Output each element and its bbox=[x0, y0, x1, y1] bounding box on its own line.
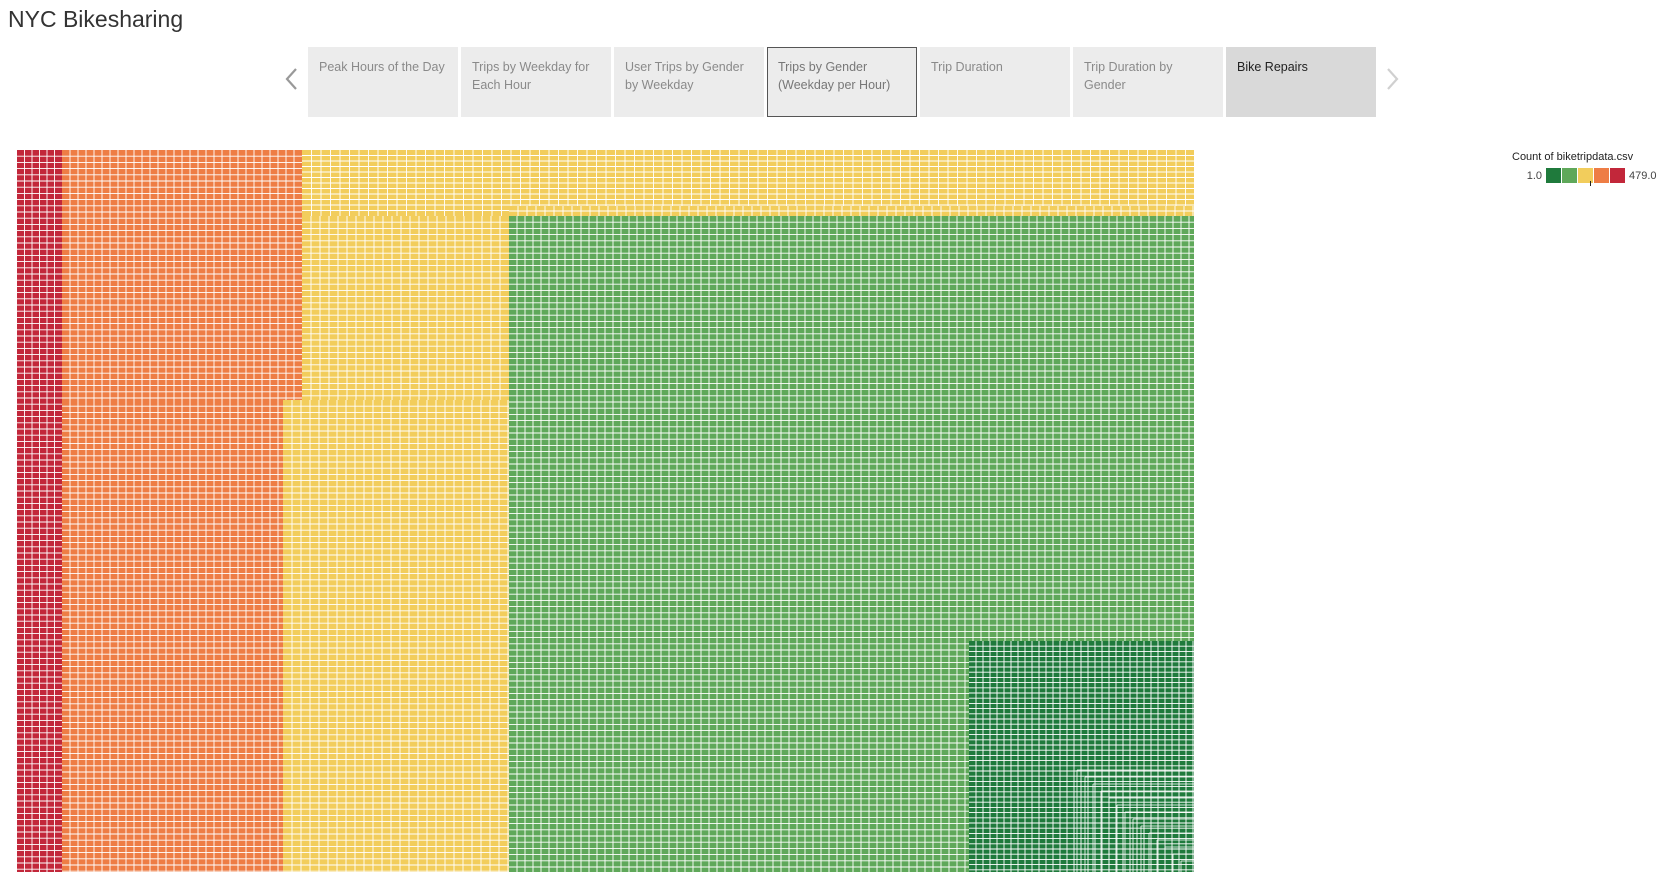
heatmap-fine-cells bbox=[1076, 769, 1194, 872]
legend-swatch-4 bbox=[1594, 168, 1609, 183]
page-title: NYC Bikesharing bbox=[8, 6, 184, 32]
legend-swatch-5 bbox=[1610, 168, 1625, 183]
legend-max-label: 479.0 bbox=[1629, 169, 1657, 182]
heatmap-region-orange[interactable] bbox=[62, 150, 302, 400]
legend-swatch-3 bbox=[1578, 168, 1593, 183]
heatmap-region-yellow-strip[interactable] bbox=[509, 206, 1194, 216]
color-legend: Count of biketripdata.csv 1.0 479.0 bbox=[1512, 151, 1678, 186]
tab-user-trips-gender-weekday[interactable]: User Trips by Gender by Weekday bbox=[614, 47, 764, 117]
legend-marker bbox=[1590, 181, 1591, 186]
legend-swatch-1 bbox=[1546, 168, 1561, 183]
heatmap-region-yellow-mid[interactable] bbox=[302, 216, 509, 400]
tab-trips-by-weekday-hour[interactable]: Trips by Weekday for Each Hour bbox=[461, 47, 611, 117]
tab-peak-hours[interactable]: Peak Hours of the Day bbox=[308, 47, 458, 117]
heatmap-region-yellow-top[interactable] bbox=[302, 150, 1194, 216]
chevron-right-icon[interactable] bbox=[1381, 66, 1403, 92]
bike-repairs-heatmap[interactable] bbox=[17, 150, 1194, 872]
tab-trips-by-gender-weekday-hour[interactable]: Trips by Gender (Weekday per Hour) bbox=[767, 47, 917, 117]
legend-title: Count of biketripdata.csv bbox=[1512, 151, 1634, 163]
legend-min-label: 1.0 bbox=[1526, 169, 1542, 182]
chevron-left-icon[interactable] bbox=[281, 66, 303, 92]
tab-bike-repairs[interactable]: Bike Repairs bbox=[1226, 47, 1376, 117]
legend-color-bar bbox=[1546, 168, 1626, 186]
legend-swatch-2 bbox=[1562, 168, 1577, 183]
tab-trip-duration[interactable]: Trip Duration bbox=[920, 47, 1070, 117]
story-navigator: Peak Hours of the Day Trips by Weekday f… bbox=[308, 47, 1379, 117]
tab-trip-duration-gender[interactable]: Trip Duration by Gender bbox=[1073, 47, 1223, 117]
heatmap-region-dark-green[interactable] bbox=[969, 641, 1194, 872]
heatmap-region-red[interactable] bbox=[17, 150, 62, 872]
heatmap-region-yellow[interactable] bbox=[283, 400, 509, 872]
heatmap-region-orange-lower[interactable] bbox=[62, 400, 283, 872]
